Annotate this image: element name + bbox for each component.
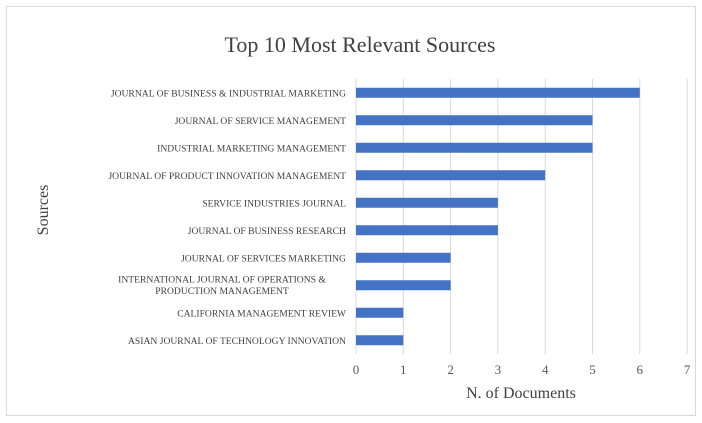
x-tick-label: 4 bbox=[542, 362, 549, 377]
bar bbox=[356, 252, 451, 263]
bar bbox=[356, 87, 640, 98]
x-tick-label: 2 bbox=[447, 362, 454, 377]
category-label: ASIAN JOURNAL OF TECHNOLOGY INNOVATION bbox=[128, 336, 346, 347]
category-label: INTERNATIONAL JOURNAL OF OPERATIONS & PRO… bbox=[118, 274, 326, 297]
x-tick-label: 0 bbox=[353, 362, 360, 377]
bar bbox=[356, 115, 593, 126]
x-tick-label: 1 bbox=[400, 362, 407, 377]
category-label: JOURNAL OF SERVICE MANAGEMENT bbox=[175, 116, 346, 127]
category-label: JOURNAL OF SERVICES MARKETING bbox=[181, 253, 346, 264]
bar bbox=[356, 170, 546, 181]
bar bbox=[356, 307, 404, 318]
bar bbox=[356, 225, 498, 236]
bar bbox=[356, 142, 593, 153]
category-labels: JOURNAL OF BUSINESS & INDUSTRIAL MARKETI… bbox=[108, 88, 346, 347]
chart-frame bbox=[6, 6, 696, 416]
category-label: JOURNAL OF BUSINESS & INDUSTRIAL MARKETI… bbox=[111, 88, 346, 99]
x-tick-label: 3 bbox=[495, 362, 502, 377]
category-label: JOURNAL OF PRODUCT INNOVATION MANAGEMENT bbox=[108, 171, 346, 182]
y-axis-label: Sources bbox=[35, 185, 52, 236]
x-tick-labels: 0 1 2 3 4 5 6 7 bbox=[353, 362, 691, 377]
category-label: CALIFORNIA MANAGEMENT REVIEW bbox=[177, 308, 347, 319]
bar bbox=[356, 335, 404, 346]
category-label: JOURNAL OF BUSINESS RESEARCH bbox=[188, 226, 346, 237]
x-axis-label: N. of Documents bbox=[466, 385, 576, 402]
category-label: SERVICE INDUSTRIES JOURNAL bbox=[202, 198, 346, 209]
x-tick-label: 6 bbox=[637, 362, 644, 377]
x-tick-label: 5 bbox=[589, 362, 596, 377]
chart-title: Top 10 Most Relevant Sources bbox=[225, 32, 496, 57]
x-tick-label: 7 bbox=[684, 362, 691, 377]
bar bbox=[356, 197, 498, 208]
bar bbox=[356, 280, 451, 291]
category-label: INDUSTRIAL MARKETING MANAGEMENT bbox=[157, 143, 346, 154]
bars bbox=[356, 87, 640, 346]
